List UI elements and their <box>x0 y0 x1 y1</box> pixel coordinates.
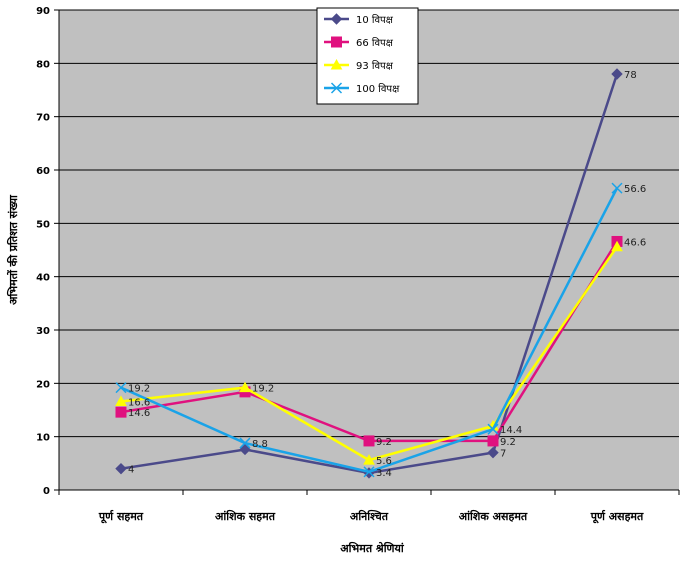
data-label: 4 <box>128 465 134 476</box>
triangle-marker <box>239 381 251 393</box>
data-label: 56.6 <box>624 184 646 195</box>
data-label: 14.4 <box>500 425 522 436</box>
x-tick-label: आंशिक सहमत <box>215 509 276 523</box>
data-label: 78 <box>624 70 637 81</box>
y-tick-label: 80 <box>36 59 50 70</box>
y-tick-label: 0 <box>43 486 50 497</box>
data-label: 3.4 <box>376 468 392 479</box>
legend-label: 93 विपक्ष <box>356 60 394 72</box>
y-tick-label: 50 <box>36 219 50 230</box>
legend-label: 10 विपक्ष <box>356 14 394 26</box>
data-label: 46.6 <box>624 237 646 248</box>
y-tick-label: 10 <box>36 433 50 444</box>
x-marker <box>611 182 623 194</box>
legend: 10 विपक्ष 66 विपक्ष 93 विपक्ष 100 विपक्ष <box>316 7 419 105</box>
data-label: 5.6 <box>376 456 392 467</box>
y-tick-label: 30 <box>36 326 50 337</box>
y-axis-title: अभिमतों की प्रतिशत संख्या <box>6 194 20 305</box>
x-marker <box>239 437 251 449</box>
square-marker <box>115 406 127 418</box>
x-tick-label: आंशिक असहमत <box>459 509 528 523</box>
data-label: 14.6 <box>128 408 150 419</box>
x-tick-label: अनिश्चित <box>350 509 389 523</box>
triangle-marker <box>330 58 343 70</box>
legend-label: 100 विपक्ष <box>356 83 400 95</box>
y-tick-label: 90 <box>36 6 50 17</box>
diamond-marker <box>487 446 499 459</box>
y-tick-label: 20 <box>36 379 50 390</box>
x-marker <box>330 82 343 94</box>
triangle-marker <box>115 395 127 406</box>
diamond-marker <box>611 68 623 80</box>
data-label: 9.2 <box>500 437 516 448</box>
y-tick-label: 60 <box>36 166 50 177</box>
data-label: 7 <box>500 449 506 460</box>
x-marker <box>487 423 499 435</box>
x-tick-label: पूर्ण असहमत <box>590 509 644 524</box>
diamond-marker <box>330 13 343 25</box>
diamond-marker <box>115 462 127 475</box>
data-label: 9.2 <box>376 437 392 448</box>
square-marker <box>363 435 375 447</box>
x-axis-title: अभिमत श्रेणियां <box>340 541 405 555</box>
data-label: 19.2 <box>128 384 150 395</box>
x-tick-label: पूर्ण सहमत <box>98 509 144 524</box>
y-tick-label: 70 <box>36 113 50 124</box>
x-marker <box>363 466 375 478</box>
square-marker <box>487 435 499 447</box>
data-label: 16.6 <box>128 397 150 408</box>
x-marker <box>115 382 127 394</box>
data-label: 8.8 <box>252 439 268 450</box>
legend-label: 66 विपक्ष <box>356 37 394 49</box>
data-label: 19.2 <box>252 384 274 395</box>
diamond-marker <box>239 443 251 456</box>
square-marker <box>331 36 342 48</box>
y-tick-label: 40 <box>36 273 50 284</box>
triangle-marker <box>363 454 375 465</box>
triangle-marker <box>611 240 623 252</box>
